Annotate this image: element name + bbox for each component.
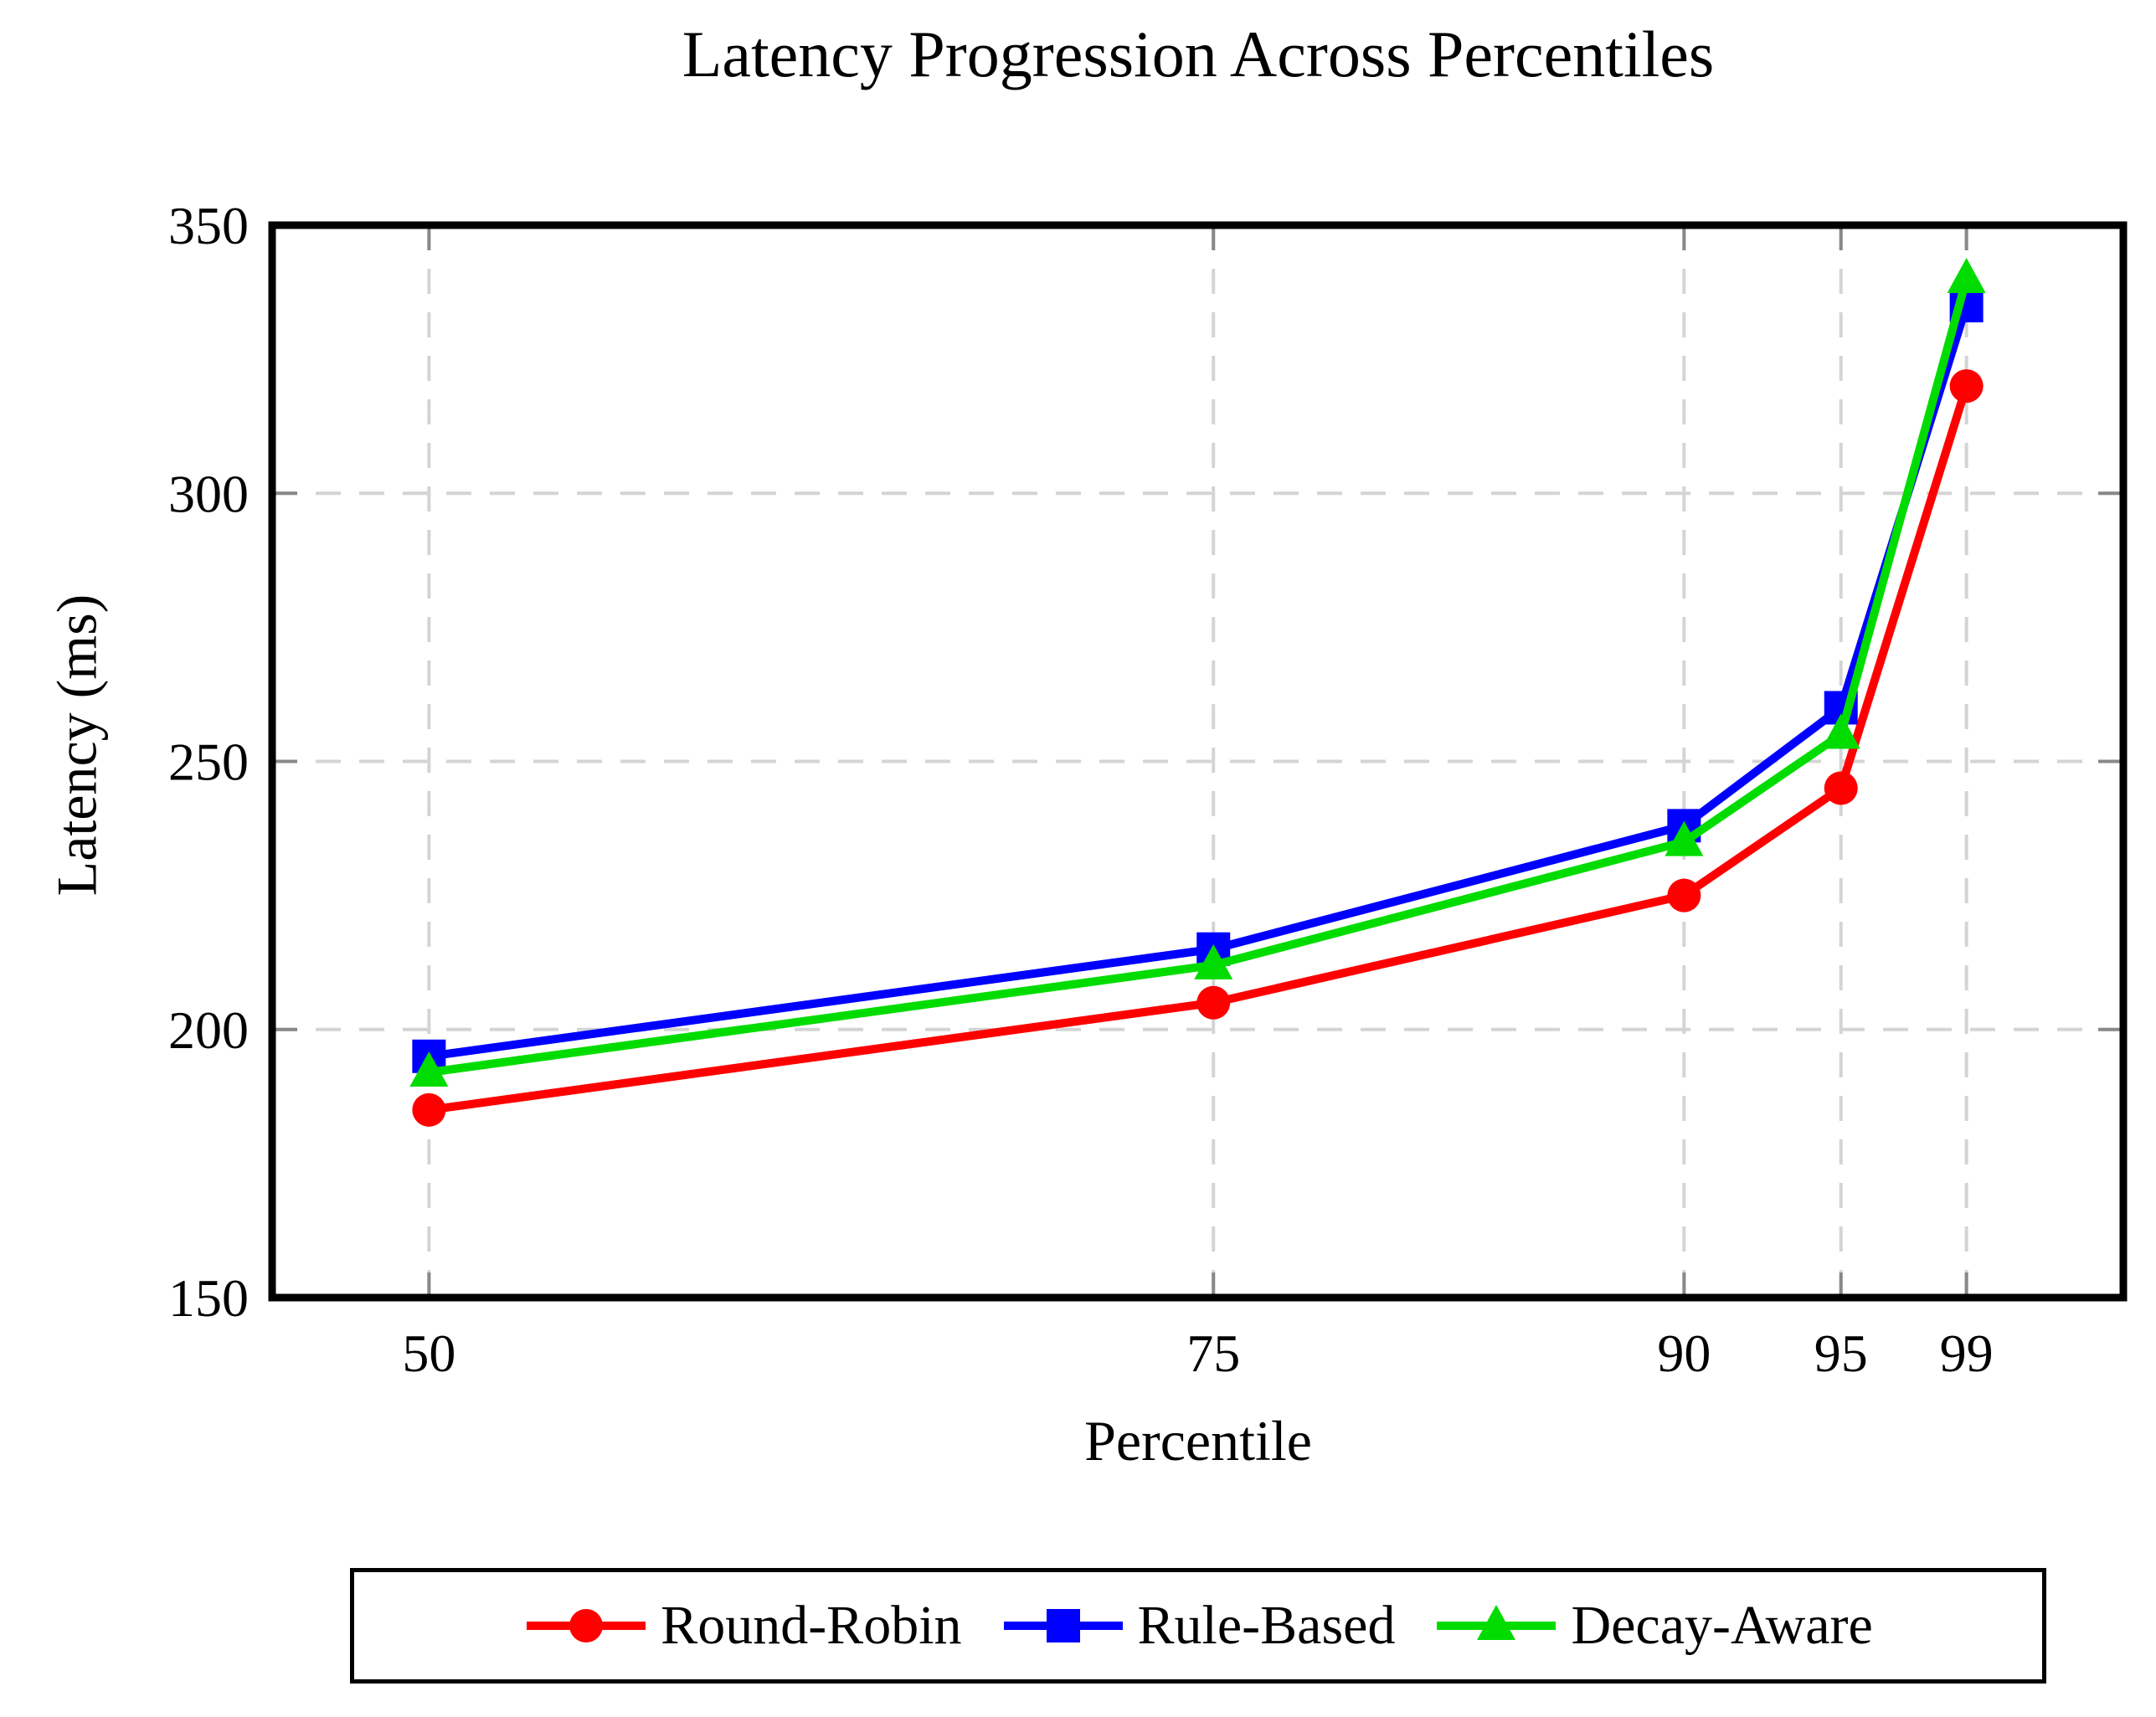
- marker-triangle-Decay-Aware-p95: [1821, 713, 1860, 749]
- rule-based-line-square-marker-icon: [1003, 1609, 1123, 1642]
- x-tick-label-95: 95: [1814, 1324, 1868, 1383]
- marker-circle-Round-Robin-p95: [1824, 771, 1858, 805]
- x-tick-label-90: 90: [1657, 1324, 1711, 1383]
- y-tick-label-300: 300: [168, 464, 249, 523]
- marker-triangle-Decay-Aware-p90: [1665, 820, 1704, 856]
- marker-circle-Round-Robin-p90: [1667, 878, 1701, 912]
- decay-aware-line-triangle-marker-icon: [1437, 1605, 1557, 1640]
- x-tick-label-99: 99: [1940, 1324, 1994, 1383]
- legend-label: Rule-Based: [1137, 1595, 1396, 1656]
- legend-item-rule-based: Rule-Based: [1001, 1594, 1396, 1658]
- chart-title: Latency Progression Across Percentiles: [682, 18, 1715, 90]
- y-tick-label-250: 250: [168, 733, 249, 792]
- legend-marker-Decay-Aware: [1477, 1605, 1516, 1640]
- marker-circle-Round-Robin-p99: [1949, 369, 1984, 404]
- round-robin-line-circle-marker-icon: [527, 1609, 646, 1642]
- legend-marker-Round-Robin: [569, 1609, 604, 1642]
- legend-label: Decay-Aware: [1571, 1595, 1873, 1656]
- marker-circle-Round-Robin-p50: [412, 1092, 446, 1127]
- x-axis-label: Percentile: [1084, 1409, 1312, 1473]
- marker-triangle-Decay-Aware-p50: [409, 1051, 449, 1087]
- legend-item-decay-aware: Decay-Aware: [1433, 1594, 1873, 1658]
- marker-triangle-Decay-Aware-p75: [1194, 943, 1233, 979]
- y-tick-label-350: 350: [168, 196, 249, 255]
- legend-label: Round-Robin: [661, 1595, 962, 1656]
- x-tick-label-50: 50: [402, 1324, 455, 1383]
- legend-marker-Rule-Based: [1046, 1609, 1080, 1642]
- axis-frame: [268, 221, 2128, 1302]
- legend-item-round-robin: Round-Robin: [523, 1594, 962, 1658]
- legend: Round-Robin Rule-Based Decay-Aware: [350, 1568, 2046, 1684]
- marker-triangle-Decay-Aware-p99: [1947, 258, 1986, 294]
- y-tick-label-200: 200: [168, 1000, 249, 1060]
- marker-circle-Round-Robin-p75: [1196, 985, 1231, 1020]
- x-tick-label-75: 75: [1186, 1324, 1240, 1383]
- y-tick-label-150: 150: [168, 1268, 249, 1328]
